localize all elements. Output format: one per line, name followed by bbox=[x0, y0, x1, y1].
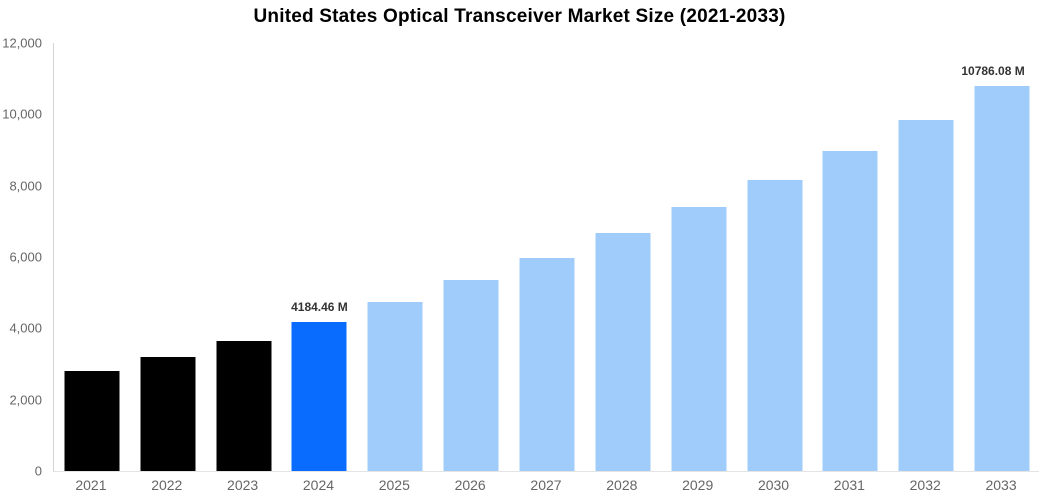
x-axis-tick-label-2023: 2023 bbox=[227, 477, 259, 493]
bar-slot-2023 bbox=[206, 43, 282, 471]
x-axis-tick-label-2028: 2028 bbox=[606, 477, 638, 493]
bar-slot-2032 bbox=[888, 43, 964, 471]
x-axis-tick-label-2033: 2033 bbox=[985, 477, 1017, 493]
bar-slot-2024: 4184.46 M bbox=[282, 43, 358, 471]
bar-2033[interactable] bbox=[974, 86, 1030, 471]
bars-container: 4184.46 M 10786.08 M bbox=[54, 43, 1039, 471]
bar-2024[interactable] bbox=[291, 321, 347, 471]
x-axis-tick-label-2027: 2027 bbox=[530, 477, 562, 493]
bar-2023[interactable] bbox=[216, 340, 272, 471]
bar-slot-2021 bbox=[54, 43, 130, 471]
bar-2027[interactable] bbox=[519, 258, 575, 471]
bar-slot-2033: 10786.08 M bbox=[961, 43, 1039, 471]
y-axis-tick-label: 8,000 bbox=[9, 178, 42, 194]
bar-2032[interactable] bbox=[898, 119, 954, 471]
bar-slot-2031 bbox=[812, 43, 888, 471]
plot-area: 4184.46 M 10786.08 M bbox=[53, 43, 1039, 472]
x-axis-tick-label-2022: 2022 bbox=[151, 477, 183, 493]
bar-2022[interactable] bbox=[140, 356, 196, 471]
x-axis-tick-label-2031: 2031 bbox=[833, 477, 865, 493]
x-axis-tick-label-2029: 2029 bbox=[682, 477, 714, 493]
bar-slot-2030 bbox=[737, 43, 813, 471]
chart-title: United States Optical Transceiver Market… bbox=[253, 6, 786, 27]
x-axis-tick-label-2026: 2026 bbox=[454, 477, 486, 493]
y-axis-tick-label: 12,000 bbox=[2, 35, 42, 51]
x-axis-tick-label-2021: 2021 bbox=[75, 477, 107, 493]
x-axis-labels: 2021 2022 2023 2024 2025 2026 2027 2028 2029 2030… bbox=[53, 477, 1039, 493]
bar-slot-2025 bbox=[357, 43, 433, 471]
y-axis-tick-label: 0 bbox=[34, 463, 42, 479]
bar-2029[interactable] bbox=[671, 207, 727, 471]
x-axis-tick-label-2024: 2024 bbox=[302, 477, 335, 493]
y-axis-tick-label: 4,000 bbox=[9, 320, 42, 336]
bar-2025[interactable] bbox=[367, 301, 423, 471]
y-axis: 0 2,000 4,000 6,000 8,000 10,000 12,000 bbox=[0, 36, 42, 479]
bar-2026[interactable] bbox=[443, 279, 499, 471]
x-axis-tick-label-2025: 2025 bbox=[378, 477, 410, 493]
bar-slot-2026 bbox=[433, 43, 509, 471]
y-axis-tick-label: 10,000 bbox=[2, 106, 42, 122]
y-axis-tick-label: 2,000 bbox=[9, 392, 42, 408]
bar-slot-2027 bbox=[509, 43, 585, 471]
bar-slot-2022 bbox=[130, 43, 206, 471]
bar-2028[interactable] bbox=[595, 233, 651, 471]
x-axis-tick-label-2030: 2030 bbox=[757, 477, 790, 493]
bar-slot-2029 bbox=[661, 43, 737, 471]
data-label-2024: 4184.46 M bbox=[291, 299, 348, 314]
bar-2030[interactable] bbox=[747, 179, 803, 471]
bar-slot-2028 bbox=[585, 43, 661, 471]
bar-2021[interactable] bbox=[64, 371, 120, 471]
y-axis-tick-label: 6,000 bbox=[9, 249, 42, 265]
data-label-2033: 10786.08 M bbox=[961, 64, 1025, 79]
bar-2031[interactable] bbox=[822, 150, 878, 471]
x-axis-tick-label-2032: 2032 bbox=[909, 477, 941, 493]
